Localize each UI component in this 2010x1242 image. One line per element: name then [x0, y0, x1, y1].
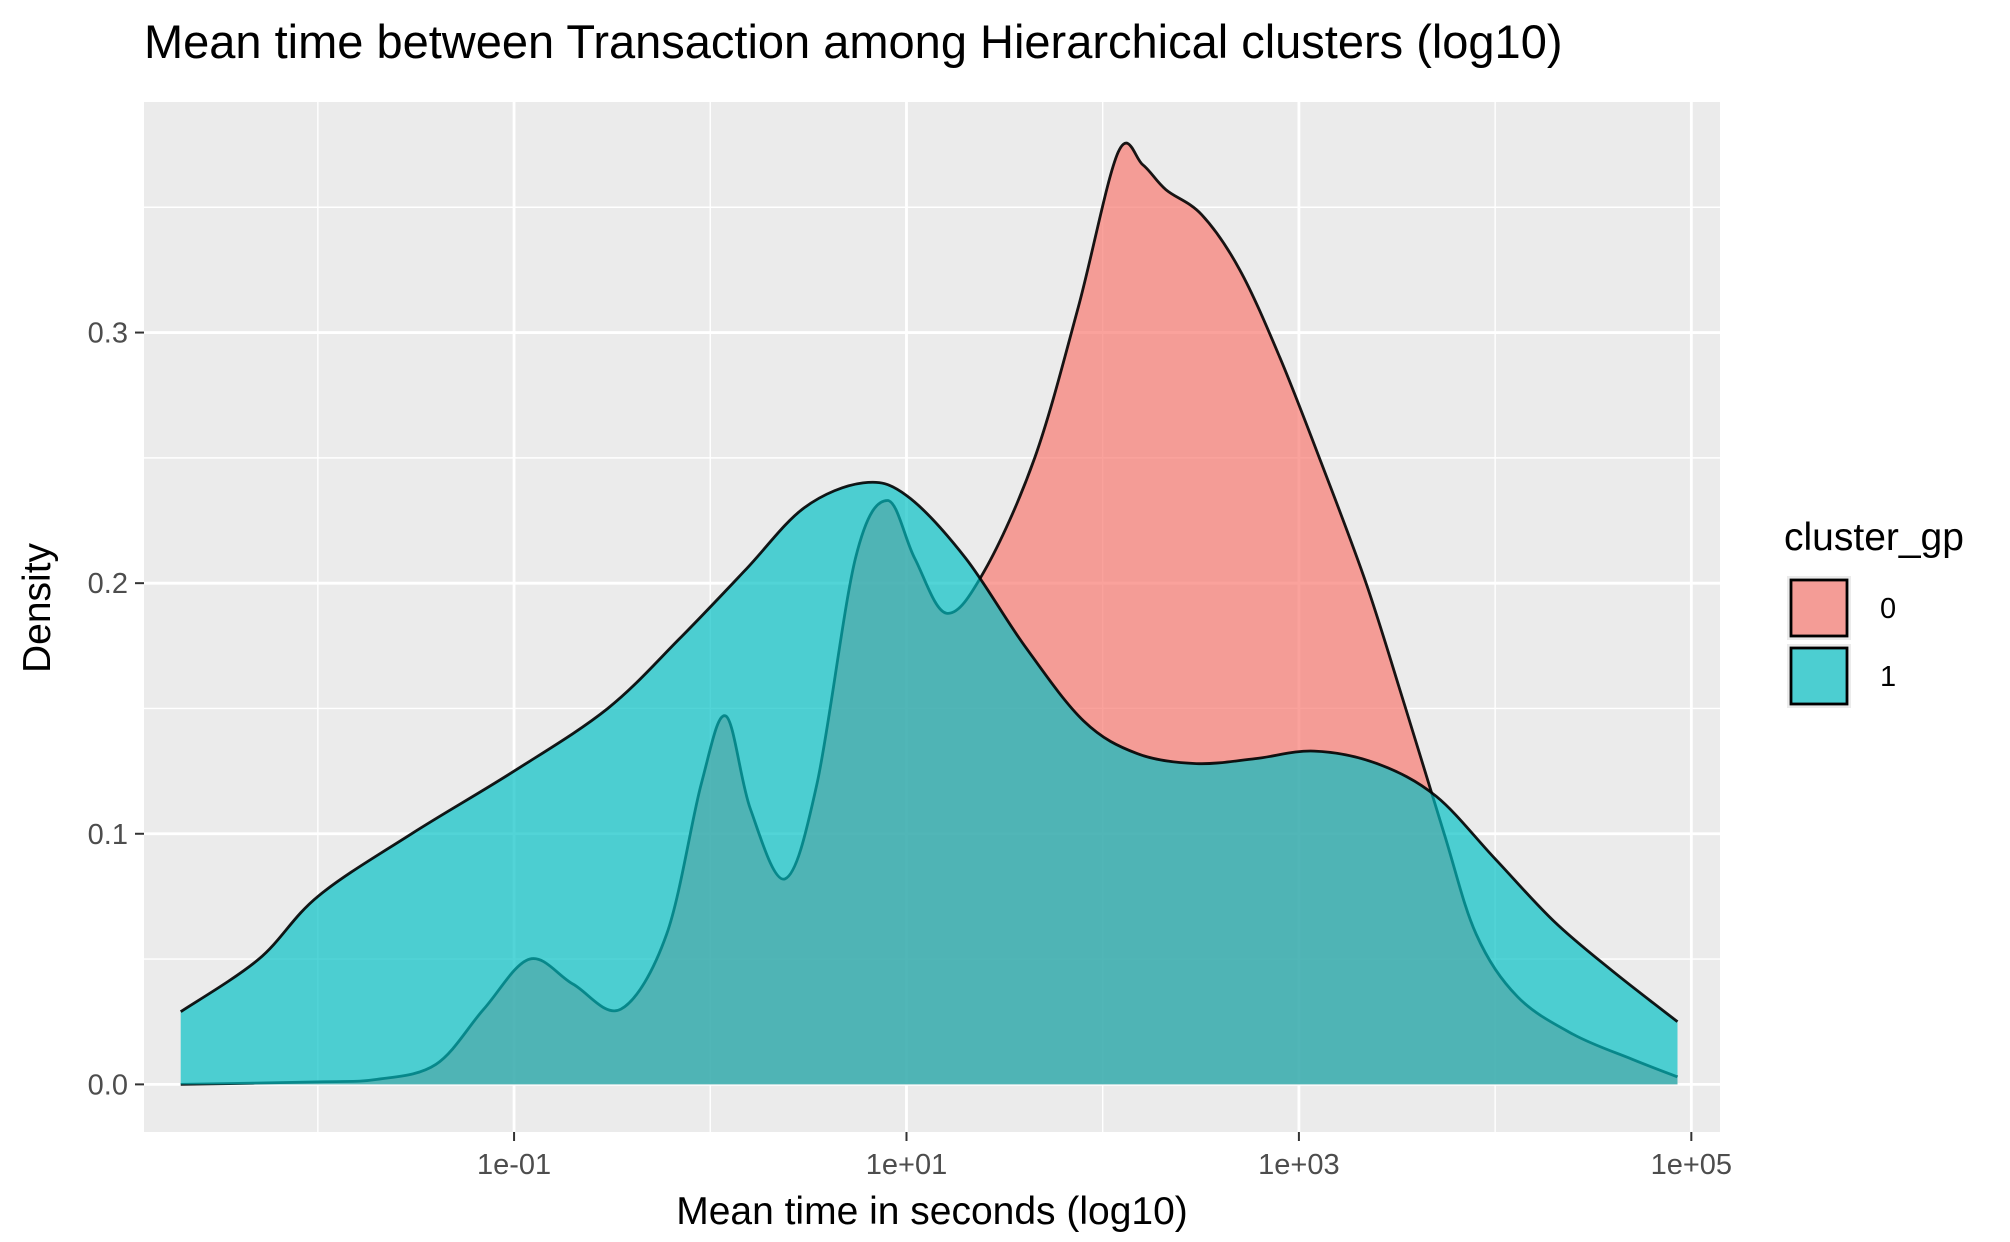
- density-series: [179, 141, 1679, 1086]
- x-axis-title: Mean time in seconds (log10): [676, 1190, 1188, 1233]
- legend-label-1: 1: [1880, 661, 1896, 693]
- x-tick-label: 1e+01: [866, 1149, 947, 1181]
- y-tick-label: 0.0: [88, 1069, 128, 1101]
- x-tick-label: 1e+05: [1651, 1149, 1732, 1181]
- chart-title: Mean time between Transaction among Hier…: [144, 15, 1563, 68]
- density-line-1: [179, 480, 1679, 1023]
- legend-swatch-0: [1789, 578, 1849, 638]
- legend-title: cluster_gp: [1784, 516, 1964, 559]
- legend-label-0: 0: [1880, 593, 1896, 625]
- y-tick-label: 0.3: [88, 318, 128, 350]
- x-tick-labels: 1e-01 1e+01 1e+03 1e+05: [477, 1149, 1732, 1181]
- axis-ticks: [135, 331, 1693, 1141]
- y-tick-label: 0.1: [88, 819, 128, 851]
- x-tick-label: 1e-01: [477, 1149, 551, 1181]
- x-tick-label: 1e+03: [1258, 1149, 1339, 1181]
- density-area-1: [180, 482, 1678, 1085]
- y-axis-title: Density: [16, 542, 59, 673]
- legend-swatch-1: [1789, 646, 1849, 706]
- y-tick-label: 0.2: [88, 568, 128, 600]
- legend: cluster_gp 0 1: [1784, 516, 1964, 708]
- y-tick-labels: 0.0 0.1 0.2 0.3: [88, 318, 128, 1102]
